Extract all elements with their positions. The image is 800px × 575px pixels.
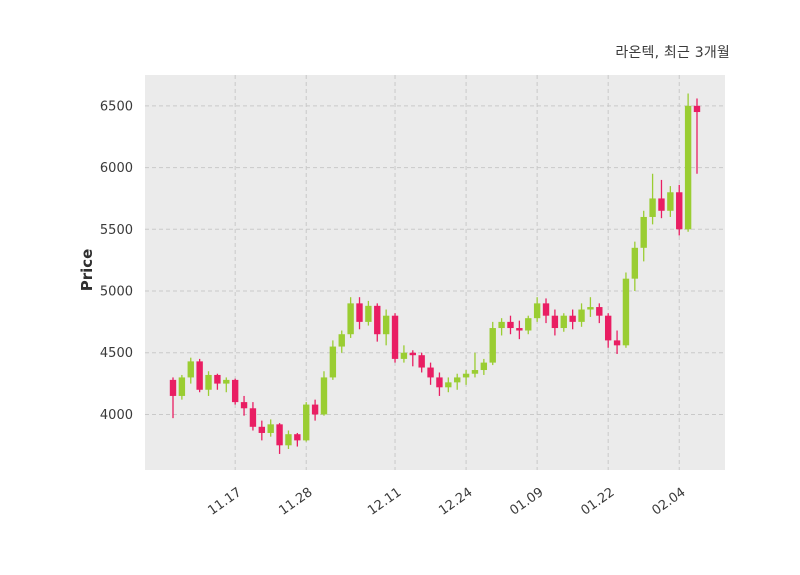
svg-text:11.17: 11.17	[205, 485, 244, 519]
svg-text:4500: 4500	[100, 346, 133, 361]
svg-text:12.24: 12.24	[436, 485, 475, 519]
svg-text:6000: 6000	[100, 161, 133, 176]
svg-text:12.11: 12.11	[365, 485, 404, 519]
svg-text:02.04: 02.04	[649, 485, 688, 519]
y-axis-label: Price	[78, 248, 96, 292]
chart-title: 라온텍, 최근 3개월	[615, 45, 730, 61]
svg-text:01.22: 01.22	[578, 485, 617, 519]
svg-text:4000: 4000	[100, 408, 133, 423]
svg-text:01.09: 01.09	[507, 485, 546, 519]
svg-text:6500: 6500	[100, 99, 133, 114]
svg-text:5000: 5000	[100, 285, 133, 300]
svg-text:11.28: 11.28	[276, 485, 315, 519]
svg-text:5500: 5500	[100, 223, 133, 238]
